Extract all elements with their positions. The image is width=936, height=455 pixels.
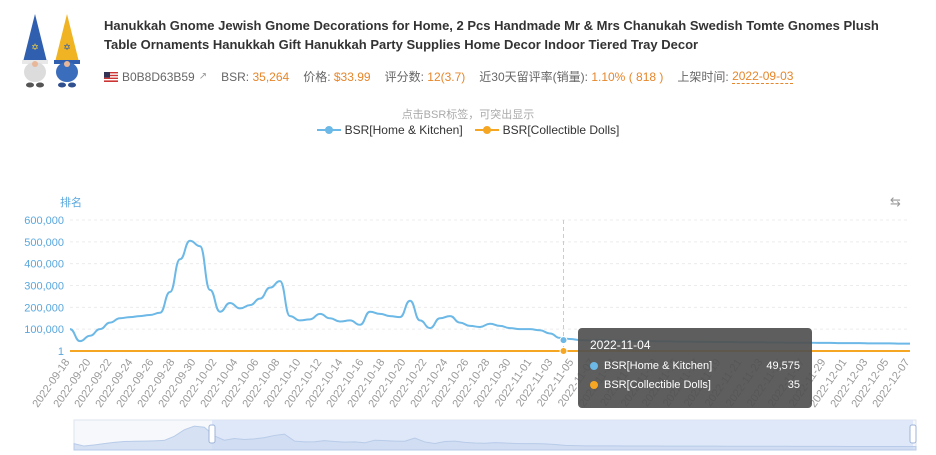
bsr-group: BSR: 35,264 (221, 70, 289, 84)
legend-label-home: BSR[Home & Kitchen] (344, 123, 463, 137)
zoom-handle-right[interactable] (909, 424, 917, 444)
us-flag-icon (104, 71, 118, 82)
y-tick-label: 1 (58, 346, 64, 358)
y-tick-label: 600,000 (24, 215, 64, 227)
asin[interactable]: B0B8D63B59 (122, 69, 195, 84)
y-tick-label: 100,000 (24, 324, 64, 336)
chart-tooltip: 2022-11-04 BSR[Home & Kitchen] 49,575 BS… (578, 328, 812, 408)
product-meta: B0B8D63B59 ↗ BSR: 35,264 价格: $33.99 评分数:… (104, 68, 807, 85)
highlight-point-home (559, 336, 568, 345)
bsr-label: BSR: (221, 69, 250, 84)
rating-label: 评分数: (384, 70, 424, 84)
product-image[interactable]: ✡ ✡ (18, 12, 84, 88)
listed-group: 上架时间: 2022-09-03 (677, 68, 794, 85)
zoom-handle-left[interactable] (208, 424, 216, 444)
y-tick-label: 200,000 (24, 302, 64, 314)
tooltip-row-dolls: BSR[Collectible Dolls] 35 (590, 379, 800, 391)
retention-group: 近30天留评率(销量): 1.10% ( 818 ) (479, 68, 663, 85)
rating-value: 12(3.7) (427, 69, 466, 84)
chart-hint: 点击BSR标签，可突出显示 (401, 109, 535, 121)
product-title[interactable]: Hanukkah Gnome Jewish Gnome Decorations … (104, 18, 879, 52)
y-tick-label: 500,000 (24, 237, 64, 249)
tooltip-name-home: BSR[Home & Kitchen] (604, 360, 713, 372)
svg-text:✡: ✡ (31, 42, 39, 52)
highlight-point-dolls (559, 346, 568, 355)
legend-marker-home-icon (316, 126, 341, 134)
tooltip-name-dolls: BSR[Collectible Dolls] (604, 379, 711, 391)
tooltip-date: 2022-11-04 (590, 338, 651, 352)
listed-label: 上架时间: (677, 70, 729, 84)
swap-icon[interactable]: ⇆ (890, 194, 901, 209)
price-group: 价格: $33.99 (303, 68, 370, 85)
svg-text:✡: ✡ (63, 42, 71, 52)
tooltip-dot-home-icon (590, 362, 598, 370)
retention-value: 1.10% ( 818 ) (591, 69, 664, 84)
listed-date[interactable]: 2022-09-03 (732, 69, 794, 84)
legend-marker-dolls-icon (474, 126, 499, 134)
tooltip-value-dolls: 35 (787, 379, 800, 391)
tooltip-row-home: BSR[Home & Kitchen] 49,575 (590, 360, 800, 372)
gnome-left: ✡ (22, 14, 48, 88)
rating-group: 评分数: 12(3.7) (385, 68, 466, 85)
asin-group: B0B8D63B59 ↗ (104, 70, 207, 84)
retention-label: 近30天留评率(销量): (479, 70, 588, 84)
price-value: $33.99 (333, 69, 371, 84)
y-tick-label: 300,000 (24, 281, 64, 293)
price-label: 价格: (303, 70, 331, 84)
zoom-slider-preview (73, 425, 917, 451)
external-link-icon[interactable]: ↗ (198, 71, 208, 82)
gnome-right: ✡ (54, 14, 80, 88)
tooltip-value-home: 49,575 (766, 360, 800, 372)
legend-label-dolls: BSR[Collectible Dolls] (502, 123, 620, 137)
chart-legend: BSR[Home & Kitchen] BSR[Collectible Doll… (0, 123, 936, 137)
y-tick-label: 400,000 (24, 259, 64, 271)
legend-item-dolls[interactable]: BSR[Collectible Dolls] (474, 123, 620, 137)
legend-item-home[interactable]: BSR[Home & Kitchen] (316, 123, 463, 137)
y-axis-name: 排名 (60, 197, 82, 209)
bsr-value: 35,264 (252, 69, 290, 84)
tooltip-dot-dolls-icon (590, 381, 598, 389)
